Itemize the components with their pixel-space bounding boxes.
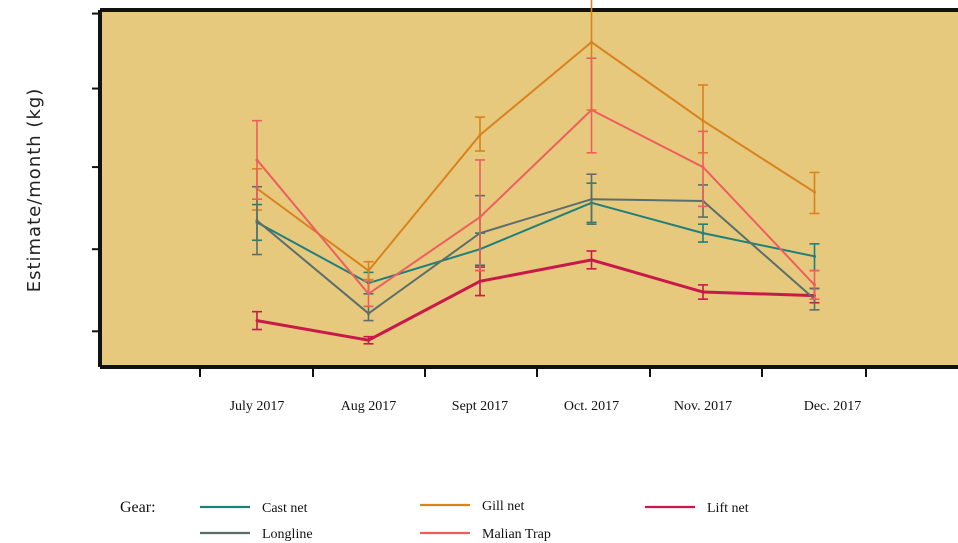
x-ticks: July 2017 Aug 2017 Sept 2017 Oct. 2017 Nov. … — [199, 367, 867, 414]
x-tick-label: Dec. 2017 — [804, 399, 862, 414]
data-point — [478, 215, 482, 219]
data-point — [590, 108, 593, 112]
data-point — [255, 319, 259, 323]
y-ticks — [92, 12, 100, 333]
data-point — [701, 165, 705, 169]
data-point — [255, 158, 259, 162]
data-point — [813, 190, 816, 194]
data-point — [367, 292, 370, 296]
x-tick-label: Sept 2017 — [452, 399, 508, 414]
data-point — [590, 258, 593, 262]
plot-frame — [98, 8, 958, 369]
data-point — [478, 133, 482, 137]
data-point — [701, 231, 705, 235]
plot-background — [100, 10, 958, 367]
series-lift-net — [252, 250, 820, 345]
legend-label: Malian Trap — [482, 527, 551, 542]
series-group — [252, 0, 820, 345]
data-point — [478, 279, 482, 283]
data-point — [701, 290, 705, 294]
legend: Gear: Cast net Gill net Lift net Longline Ma… — [120, 499, 749, 542]
legend-label: Longline — [262, 527, 313, 542]
legend-label: Cast net — [262, 501, 308, 516]
series-gill-net — [252, 0, 820, 281]
data-point — [255, 219, 259, 223]
data-point — [367, 311, 370, 315]
data-point — [813, 283, 816, 287]
data-point — [701, 119, 705, 123]
legend-title: Gear: — [120, 499, 156, 516]
series-line — [256, 108, 816, 296]
data-point — [367, 269, 370, 273]
x-tick-label: July 2017 — [230, 399, 285, 414]
series-line — [256, 258, 815, 342]
series-malian-trap — [252, 57, 820, 308]
x-tick-label: Nov. 2017 — [674, 399, 732, 414]
series-line — [256, 198, 816, 315]
data-point — [813, 254, 816, 258]
data-point — [367, 338, 370, 342]
y-axis-label: Estimate/month (kg) — [24, 88, 45, 293]
series-line — [256, 40, 816, 272]
x-tick-label: Oct. 2017 — [564, 399, 619, 414]
data-point — [590, 40, 593, 44]
legend-label: Gill net — [482, 499, 524, 514]
x-tick-label: Aug 2017 — [341, 399, 397, 414]
legend-label: Lift net — [707, 501, 749, 516]
data-point — [590, 197, 593, 201]
